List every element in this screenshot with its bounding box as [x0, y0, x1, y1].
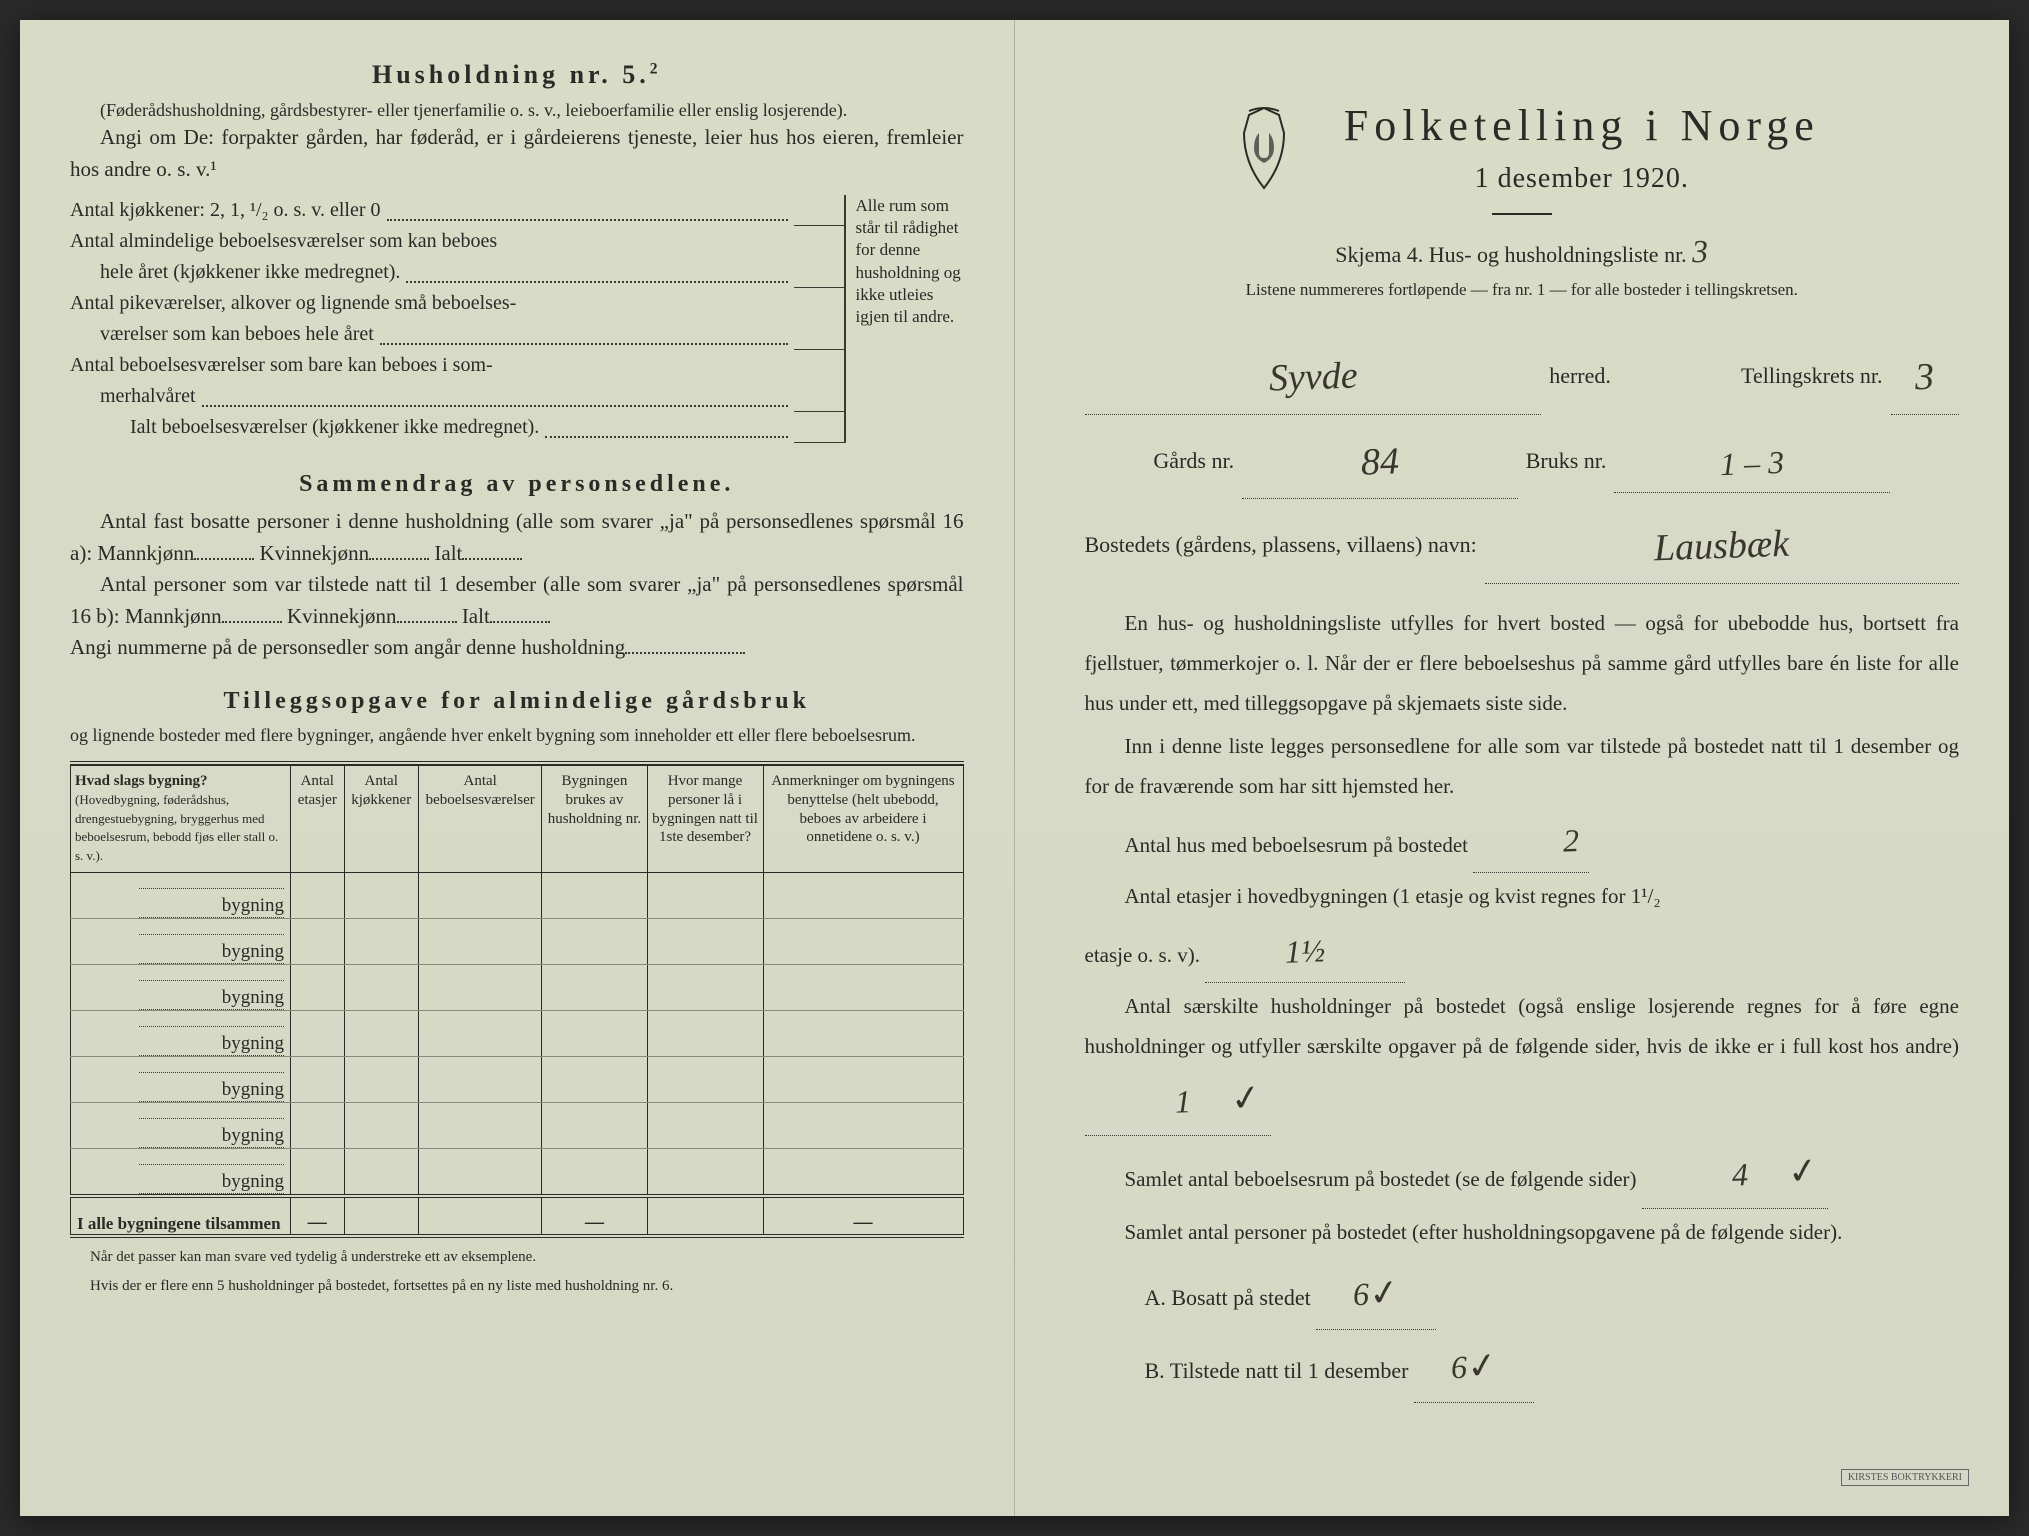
- herred-line: Syvde herred. Tellingskrets nr. 3: [1085, 330, 1960, 415]
- q5: Samlet antal personer på bostedet (efter…: [1085, 1213, 1960, 1253]
- herred-handwritten: Syvde: [1267, 334, 1358, 421]
- bosted-handwritten: Lausbæk: [1653, 503, 1791, 591]
- th-anmerkninger: Anmerkninger om bygningens benyttelse (h…: [763, 766, 963, 873]
- q2b: etasje o. s. v). 1½: [1085, 921, 1960, 983]
- document-spread: Husholdning nr. 5.2 (Føderådshusholdning…: [20, 20, 2009, 1516]
- para1: En hus- og husholdningsliste utfylles fo…: [1085, 604, 1960, 724]
- intro-note-1: (Føderådshusholdning, gårdsbestyrer- ell…: [70, 98, 964, 122]
- room-q1: Antal kjøkkener: 2, 1, ¹/₂ o. s. v. elle…: [70, 195, 381, 226]
- skjema-nr-handwritten: 3: [1692, 233, 1709, 271]
- room-q4a: Antal beboelsesværelser som bare kan beb…: [70, 350, 493, 381]
- printer-mark: KIRSTES BOKTRYKKERI: [1841, 1469, 1969, 1486]
- q4: Samlet antal beboelsesrum på bostedet (s…: [1085, 1140, 1960, 1209]
- room-q3a: Antal pikeværelser, alkover og lignende …: [70, 288, 516, 319]
- table-row: bygning: [71, 1056, 964, 1102]
- sammendrag-title: Sammendrag av personsedlene.: [70, 471, 964, 498]
- coat-of-arms-icon: [1224, 103, 1304, 193]
- main-title: Folketelling i Norge: [1344, 100, 1820, 151]
- table-row: bygning: [71, 872, 964, 918]
- bygning-table: Hvad slags bygning?(Hovedbygning, føderå…: [70, 761, 964, 1238]
- tillegg-title: Tilleggsopgave for almindelige gårdsbruk: [70, 688, 964, 715]
- bruks-nr-handwritten: 1 – 3: [1719, 426, 1785, 499]
- gards-nr-handwritten: 84: [1359, 420, 1400, 505]
- sammendrag-l1: Antal fast bosatte personer i denne hush…: [70, 506, 964, 569]
- footnote-1: Når det passer kan man svare ved tydelig…: [70, 1248, 964, 1268]
- tellingskrets-nr-handwritten: 3: [1914, 336, 1936, 420]
- th-kjokkener: Antal kjøkkener: [344, 766, 418, 873]
- tillegg-section: Tilleggsopgave for almindelige gårdsbruk…: [70, 688, 964, 747]
- sammendrag-l2: Antal personer som var tilstede natt til…: [70, 569, 964, 632]
- table-row: bygning: [71, 964, 964, 1010]
- skjema-line: Skjema 4. Hus- og husholdningsliste nr. …: [1085, 233, 1960, 270]
- census-date: 1 desember 1920.: [1344, 163, 1820, 195]
- table-row: bygning: [71, 918, 964, 964]
- table-row: bygning: [71, 1102, 964, 1148]
- q2-handwritten: 1½: [1284, 920, 1326, 982]
- q1-handwritten: 2: [1522, 810, 1580, 873]
- qb-line: B. Tilstede natt til 1 desember 6✓: [1145, 1330, 1960, 1403]
- q3: Antal særskilte husholdninger på bostede…: [1085, 987, 1960, 1136]
- table-row: bygning: [71, 1010, 964, 1056]
- sammendrag-l3: Angi nummerne på de personsedler som ang…: [70, 632, 964, 664]
- room-total: Ialt beboelsesværelser (kjøkkener ikke m…: [70, 412, 539, 443]
- bosted-line: Bostedets (gårdens, plassens, villaens) …: [1085, 499, 1960, 584]
- right-body: En hus- og husholdningsliste utfylles fo…: [1085, 604, 1960, 1403]
- q1: Antal hus med beboelsesrum på bostedet 2: [1085, 811, 1960, 873]
- room-q4b: merhalvåret: [70, 381, 196, 412]
- tillegg-sub: og lignende bosteder med flere bygninger…: [70, 723, 964, 747]
- rooms-block: Antal kjøkkener: 2, 1, ¹/₂ o. s. v. elle…: [70, 195, 964, 443]
- sammendrag-section: Sammendrag av personsedlene. Antal fast …: [70, 471, 964, 664]
- th-etasjer: Antal etasjer: [291, 766, 345, 873]
- right-page: Folketelling i Norge 1 desember 1920. Sk…: [1015, 20, 2010, 1516]
- q3-handwritten: 1: [1133, 1071, 1191, 1134]
- intro-note-2: Angi om De: forpakter gården, har føderå…: [70, 122, 964, 185]
- divider: [1492, 213, 1552, 215]
- table-row: bygning: [71, 1148, 964, 1196]
- room-q2a: Antal almindelige beboelsesværelser som …: [70, 226, 497, 257]
- qa-line: A. Bosatt på stedet 6✓: [1145, 1257, 1960, 1330]
- header: Folketelling i Norge 1 desember 1920. Sk…: [1085, 100, 1960, 300]
- room-q3b: værelser som kan beboes hele året: [70, 319, 374, 350]
- gards-line: Gårds nr. 84 Bruks nr. 1 – 3: [1085, 415, 1960, 500]
- th-personer: Hvor mange personer lå i bygningen natt …: [647, 766, 763, 873]
- th-vaerelser: Antal beboelsesværelser: [418, 766, 542, 873]
- q2: Antal etasjer i hovedbygningen (1 etasje…: [1085, 877, 1960, 917]
- listene-note: Listene nummereres fortløpende — fra nr.…: [1085, 280, 1960, 300]
- left-page: Husholdning nr. 5.2 (Føderådshusholdning…: [20, 20, 1015, 1516]
- table-total-row: I alle bygningene tilsammen — — —: [71, 1196, 964, 1236]
- th-husholdning: Bygningen brukes av husholdning nr.: [542, 766, 647, 873]
- household-title: Husholdning nr. 5.2: [70, 60, 964, 90]
- room-q2b: hele året (kjøkkener ikke medregnet).: [70, 257, 400, 288]
- th-bygning: Hvad slags bygning?(Hovedbygning, føderå…: [71, 766, 291, 873]
- q4-handwritten: 4: [1691, 1144, 1749, 1207]
- footnote-2: Hvis der er flere enn 5 husholdninger på…: [70, 1277, 964, 1297]
- para2: Inn i denne liste legges personsedlene f…: [1085, 727, 1960, 807]
- rooms-brace-note: Alle rum som står til rådighet for denne…: [844, 195, 964, 443]
